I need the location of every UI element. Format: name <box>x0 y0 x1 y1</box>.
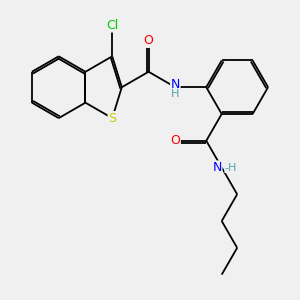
Text: Cl: Cl <box>106 19 118 32</box>
Text: H: H <box>171 88 179 99</box>
Text: -H: -H <box>225 163 237 172</box>
Text: O: O <box>144 34 154 47</box>
Text: N: N <box>212 161 222 174</box>
Text: S: S <box>108 112 116 124</box>
Text: N: N <box>171 78 180 91</box>
Text: O: O <box>170 134 180 147</box>
